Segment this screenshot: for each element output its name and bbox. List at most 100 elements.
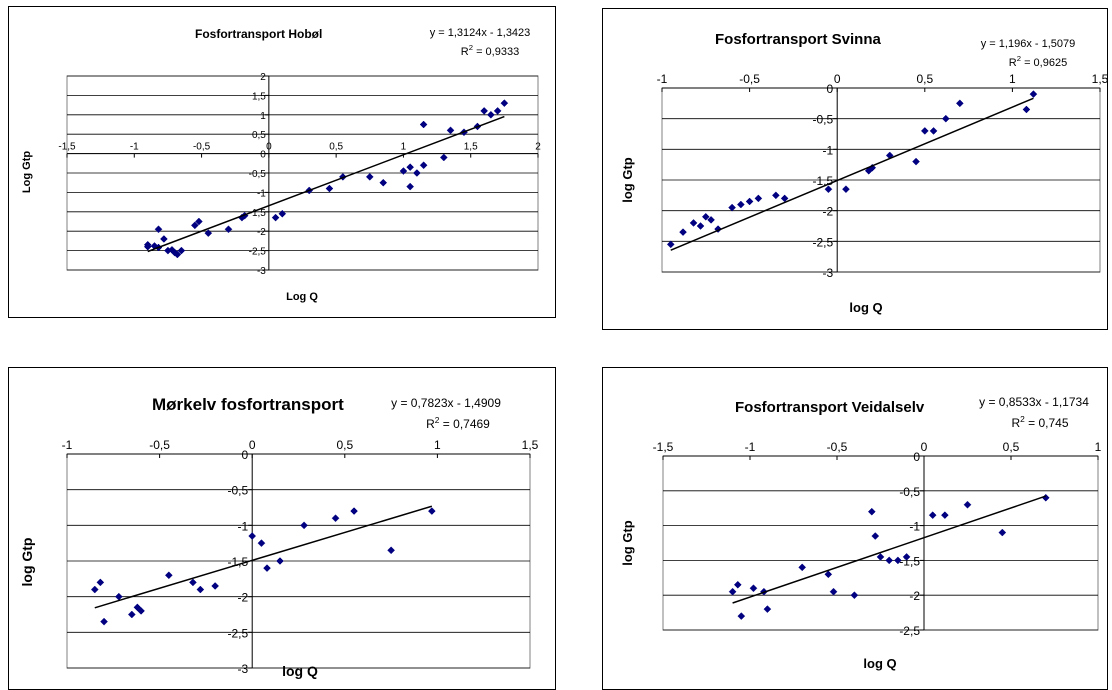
y-tick-label: -3 — [257, 266, 266, 277]
x-tick-label: -1,5 — [58, 142, 76, 153]
x-tick-label: 1,5 — [464, 142, 478, 153]
trend-equation: y = 0,8533x - 1,1734 — [979, 395, 1089, 409]
chart-1: -1,5 -1 -0,5 0 0,5 1 1,5 221,510,50-0,5-1-1,5-2… — [8, 6, 556, 318]
r-squared-value: = 0,7469 — [439, 417, 490, 431]
x-tick-label: 1 — [401, 142, 407, 153]
y-tick-label: -1 — [909, 520, 920, 534]
data-point — [263, 564, 271, 572]
y-tick-label: -1 — [238, 519, 249, 533]
data-point — [963, 500, 972, 509]
data-point — [480, 107, 489, 115]
y-tick-label: -3 — [823, 266, 834, 280]
chart-title: Fosfortransport Hobøl — [195, 27, 322, 41]
x-axis-label: log Q — [282, 663, 318, 679]
y-tick-label: -2 — [257, 227, 266, 238]
r-squared: R2 = 0,745 — [1011, 414, 1068, 430]
data-point — [100, 617, 108, 626]
data-point — [487, 110, 495, 119]
r-squared-letter: R — [426, 417, 435, 431]
y-axis-label: log Gtp — [620, 520, 635, 566]
data-point — [406, 163, 415, 172]
trendline — [147, 115, 505, 253]
data-point — [829, 587, 838, 596]
x-tick-label: -0,5 — [193, 142, 211, 153]
x-tick-label: -1 — [62, 438, 73, 452]
data-point — [419, 161, 428, 170]
data-point — [824, 185, 833, 194]
data-point — [666, 240, 675, 249]
data-point — [365, 173, 374, 181]
data-point — [379, 178, 388, 187]
r-squared-value: = 0,745 — [1025, 416, 1069, 430]
chart-title: Fosfortransport Veidalselv — [735, 399, 925, 416]
data-point — [195, 217, 203, 226]
x-tick-label: 0,5 — [336, 438, 353, 452]
y-tick-label: -1 — [823, 143, 834, 157]
y-tick-label: -2 — [909, 589, 920, 603]
data-point — [137, 607, 145, 615]
data-point — [271, 213, 280, 222]
y-tick-label: -1,5 — [249, 208, 267, 219]
x-tick-label: -1 — [657, 72, 668, 86]
data-point — [842, 185, 850, 194]
y-tick-label: 0 — [913, 450, 920, 464]
data-point — [190, 221, 199, 230]
x-tick-label: 0 — [266, 142, 272, 153]
y-axis-label: log Gtp — [19, 538, 35, 587]
data-point — [689, 219, 698, 227]
x-tick-label: -1 — [745, 440, 756, 454]
x-axis-label: Log Q — [286, 291, 318, 303]
r-squared-letter: R — [1011, 416, 1020, 430]
data-point — [749, 584, 758, 593]
x-tick-label: -1,5 — [653, 440, 674, 454]
data-point — [941, 511, 949, 520]
data-point — [224, 225, 233, 234]
r-squared-exponent: 2 — [1017, 54, 1021, 63]
x-axis-label: log Q — [863, 656, 896, 671]
data-point — [728, 203, 736, 212]
data-point — [248, 532, 257, 540]
y-tick-label: -1 — [257, 188, 266, 199]
x-tick-label: 0,5 — [329, 142, 343, 153]
data-point — [211, 582, 220, 590]
chart-4: -1,5 -1 -0,5 0 0,5 10-0,5-1-1,5-2-2,5Fosfortr… — [602, 367, 1108, 690]
data-point — [912, 157, 920, 166]
x-tick-label: -1 — [130, 142, 139, 153]
data-point — [696, 222, 705, 230]
data-point — [894, 556, 902, 565]
y-axis-label: log Gtp — [620, 157, 635, 203]
data-point — [763, 605, 772, 613]
data-point — [446, 126, 455, 135]
y-tick-label: -2,5 — [249, 247, 267, 258]
data-point — [867, 507, 876, 516]
data-point — [160, 235, 168, 243]
trendline — [670, 97, 1034, 251]
y-tick-label: -0,5 — [228, 484, 249, 498]
r-squared-letter: R — [461, 46, 469, 58]
data-point — [1022, 105, 1031, 114]
y-axis-label: Log Gtp — [21, 151, 33, 193]
r-squared-value: = 0,9625 — [1021, 57, 1067, 69]
x-tick-label: 0 — [249, 438, 256, 452]
data-point — [427, 507, 436, 515]
r-squared: R2 = 0,7469 — [426, 415, 490, 431]
y-tick-label: 0,5 — [252, 130, 266, 141]
data-point — [998, 528, 1007, 537]
x-tick-label: 0,5 — [916, 72, 933, 86]
y-tick-label: 0 — [827, 82, 834, 96]
y-tick-label: -0,5 — [249, 169, 267, 180]
data-point — [439, 153, 448, 162]
r-squared-letter: R — [1009, 57, 1017, 69]
chart-title: Fosfortransport Svinna — [715, 31, 882, 48]
data-point — [300, 521, 308, 530]
trend-equation: y = 1,3124x - 1,3423 — [430, 27, 531, 39]
data-point — [278, 209, 287, 218]
chart-2: -1 -0,5 0 0,5 1 1,50-0,5-1-1,5-2-2,5-3Fosfort… — [602, 8, 1109, 330]
trend-equation: y = 0,7823x - 1,4909 — [391, 396, 501, 410]
data-point — [929, 127, 938, 135]
y-tick-label: 2 — [260, 72, 266, 83]
x-tick-label: 1,5 — [522, 438, 539, 452]
r-squared-value: = 0,9333 — [473, 46, 519, 58]
chart-3: -1 -0,5 0 0,5 1 1,50-0,5-1-1,5-2-2,5-3Mørkelv… — [8, 367, 556, 690]
